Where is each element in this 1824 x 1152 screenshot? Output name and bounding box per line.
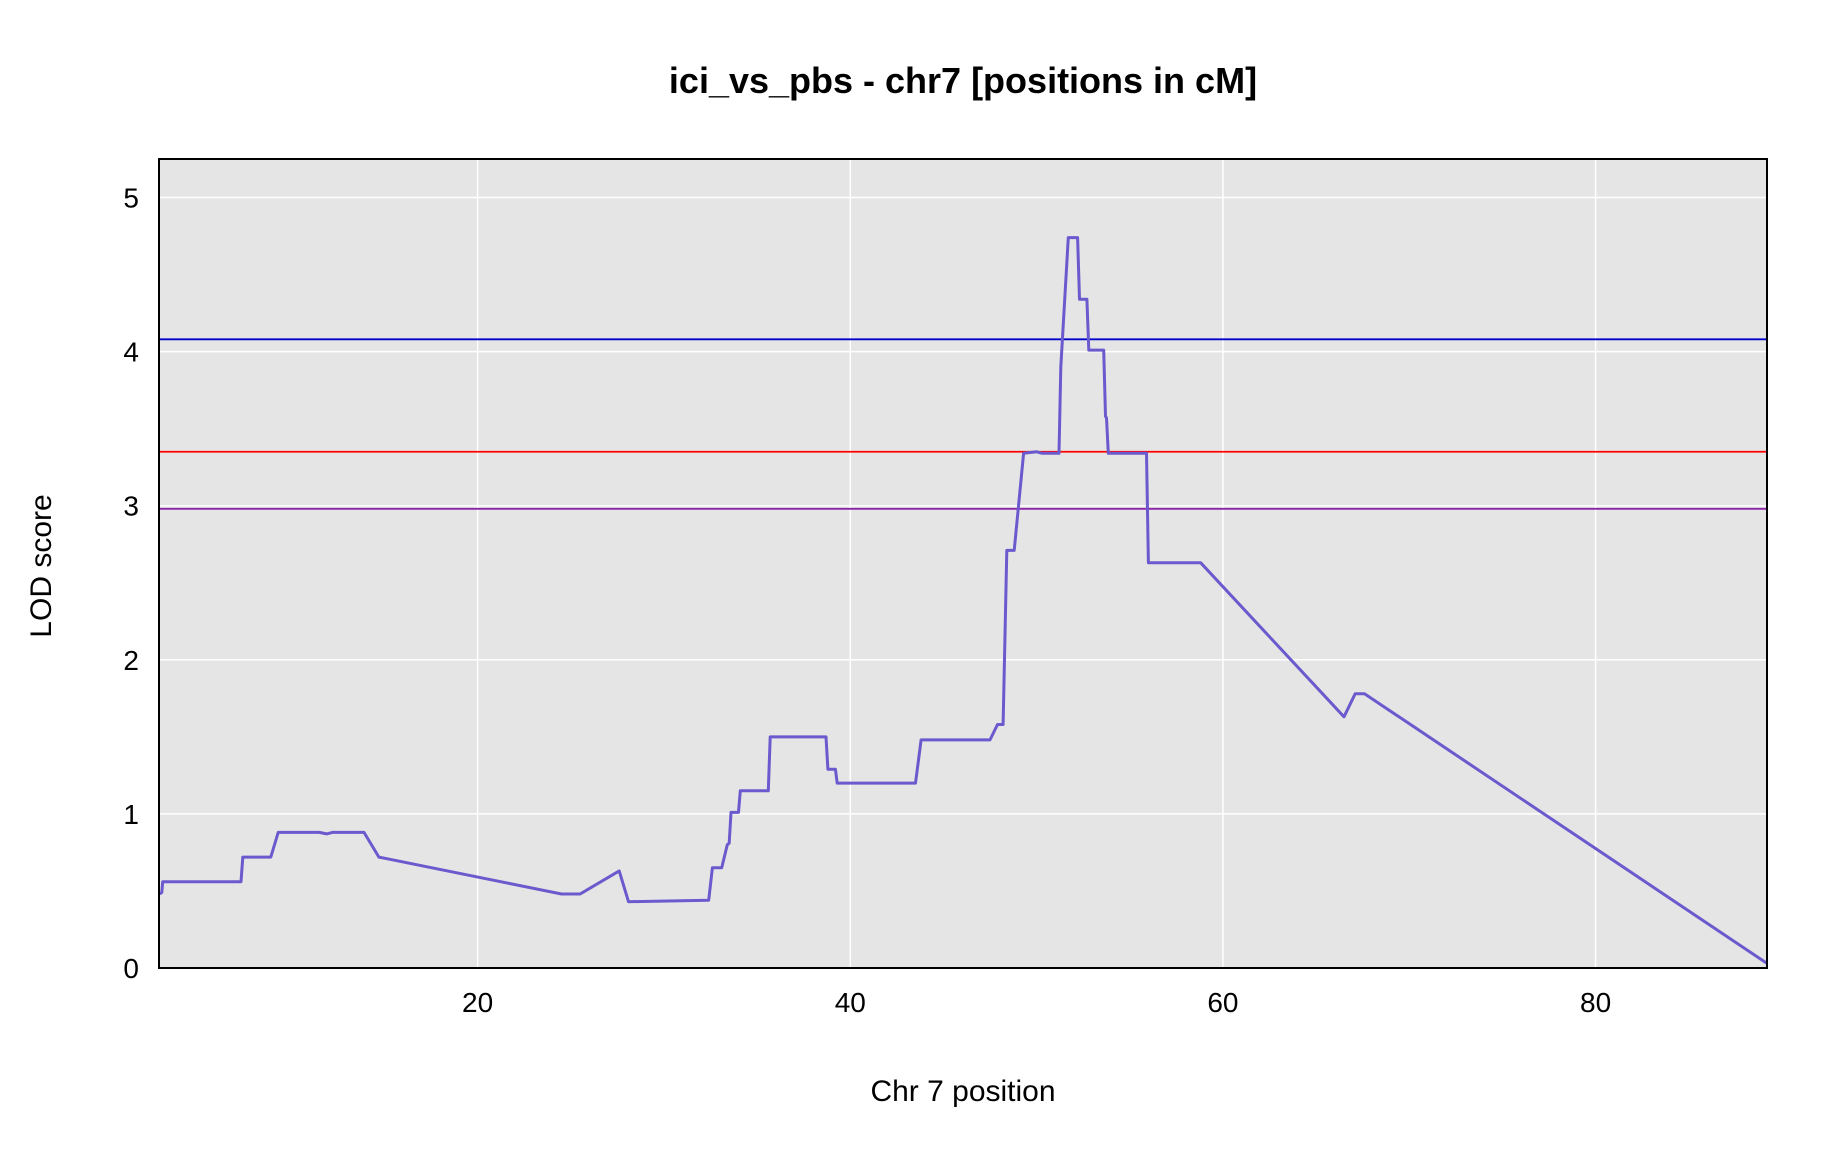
- y-axis-label: LOD score: [25, 494, 58, 637]
- x-tick-label-3: 80: [1580, 987, 1611, 1018]
- y-tick-label-3: 3: [123, 491, 139, 522]
- threshold-lines: [159, 338, 1767, 510]
- y-tick-label-1: 1: [123, 799, 139, 830]
- series-line-0: [158, 236, 1768, 965]
- y-tick-label-4: 4: [123, 337, 139, 368]
- x-tick-label-1: 40: [835, 987, 866, 1018]
- y-tick-label-0: 0: [123, 953, 139, 984]
- lod-series: [158, 236, 1768, 965]
- chart-title: ici_vs_pbs - chr7 [positions in cM]: [669, 60, 1257, 101]
- y-tick-label-5: 5: [123, 183, 139, 214]
- plot-background: [159, 159, 1767, 968]
- y-axis-ticks: 0 1 2 3 4 5: [123, 183, 139, 984]
- x-axis-label: Chr 7 position: [870, 1075, 1055, 1108]
- x-tick-label-0: 20: [462, 987, 493, 1018]
- x-tick-label-2: 60: [1207, 987, 1238, 1018]
- y-tick-label-2: 2: [123, 645, 139, 676]
- x-axis-ticks: 20 40 60 80: [462, 987, 1611, 1018]
- plot-frame: [158, 158, 1768, 969]
